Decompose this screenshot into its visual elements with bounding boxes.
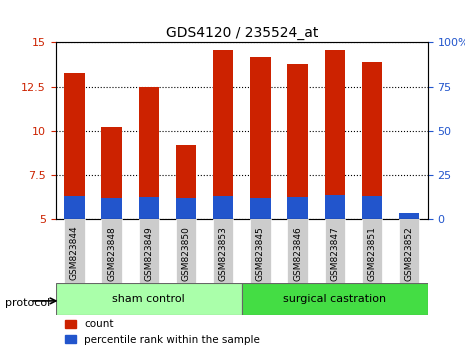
Bar [139,197,159,219]
Text: GSM823848: GSM823848 [107,226,116,281]
Bar [213,50,233,219]
Bar [64,196,85,219]
FancyBboxPatch shape [176,219,196,283]
Bar [64,73,85,219]
Text: GSM823850: GSM823850 [181,226,191,281]
FancyBboxPatch shape [242,283,428,315]
Bar [101,127,122,219]
Text: GSM823851: GSM823851 [367,226,377,281]
Title: GDS4120 / 235524_at: GDS4120 / 235524_at [166,26,318,40]
Bar [325,195,345,219]
Bar [139,87,159,219]
FancyBboxPatch shape [325,219,345,283]
Bar [399,214,419,219]
Bar [250,57,271,219]
Bar [287,64,308,219]
Text: sham control: sham control [113,294,185,304]
Text: GSM823844: GSM823844 [70,226,79,280]
Text: surgical castration: surgical castration [283,294,386,304]
FancyBboxPatch shape [250,219,271,283]
Bar [325,50,345,219]
Bar [287,197,308,219]
Text: GSM823849: GSM823849 [144,226,153,281]
Bar [101,198,122,219]
Text: GSM823853: GSM823853 [219,226,228,281]
FancyBboxPatch shape [139,219,159,283]
FancyBboxPatch shape [362,219,382,283]
Bar [362,196,382,219]
Bar [176,198,196,219]
Bar [176,145,196,219]
Text: GSM823846: GSM823846 [293,226,302,281]
FancyBboxPatch shape [399,219,419,283]
Bar [362,62,382,219]
Text: GSM823847: GSM823847 [330,226,339,281]
FancyBboxPatch shape [64,219,85,283]
FancyBboxPatch shape [56,283,242,315]
FancyBboxPatch shape [101,219,122,283]
Legend: count, percentile rank within the sample: count, percentile rank within the sample [61,315,264,349]
Text: GSM823845: GSM823845 [256,226,265,281]
Text: protocol: protocol [5,298,50,308]
Bar [213,196,233,219]
Bar [250,198,271,219]
Bar [399,213,419,219]
FancyBboxPatch shape [213,219,233,283]
FancyBboxPatch shape [287,219,308,283]
Text: GSM823852: GSM823852 [405,226,414,281]
